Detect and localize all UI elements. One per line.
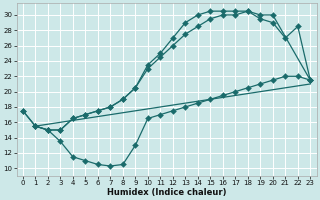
X-axis label: Humidex (Indice chaleur): Humidex (Indice chaleur) xyxy=(107,188,226,197)
